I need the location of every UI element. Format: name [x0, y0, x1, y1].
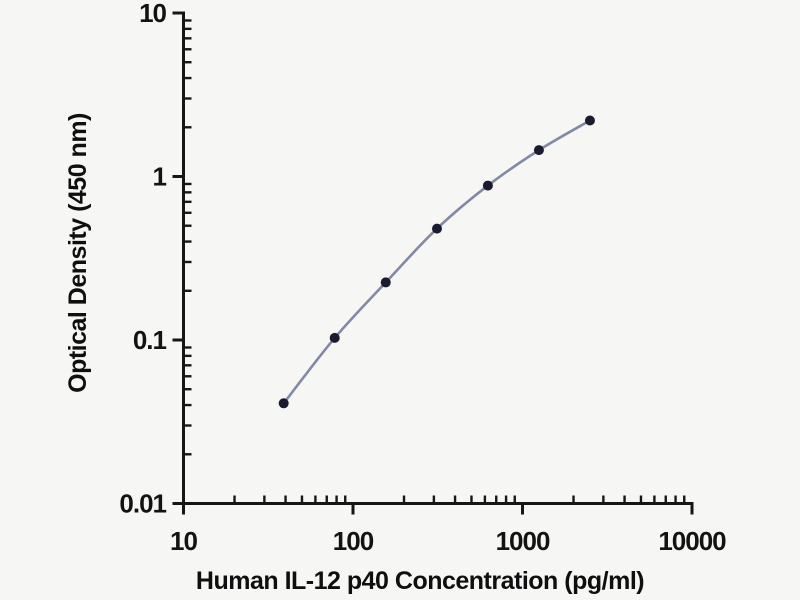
data-point — [584, 115, 595, 126]
x-tick-label: 100 — [333, 526, 374, 556]
y-tick-label: 10 — [139, 0, 166, 28]
data-point — [329, 332, 340, 343]
y-tick-label: 1 — [153, 162, 167, 192]
data-point — [380, 277, 391, 288]
x-axis-title: Human IL-12 p40 Concentration (pg/ml) — [196, 567, 644, 595]
data-point — [533, 145, 544, 156]
series-layer — [278, 115, 595, 409]
y-tick-label: 0.01 — [119, 489, 166, 519]
axes-layer: 10 100 1000 10000 10 1 0.1 0.01 — [119, 0, 727, 556]
data-point — [278, 398, 289, 409]
x-tick-label: 10000 — [658, 526, 726, 556]
y-tick-label: 0.1 — [133, 325, 167, 355]
data-point — [482, 180, 493, 191]
x-tick-label: 1000 — [496, 526, 550, 556]
x-tick-label: 10 — [170, 526, 197, 556]
data-point — [431, 223, 442, 234]
y-axis-title: Optical Density (450 nm) — [64, 113, 92, 393]
